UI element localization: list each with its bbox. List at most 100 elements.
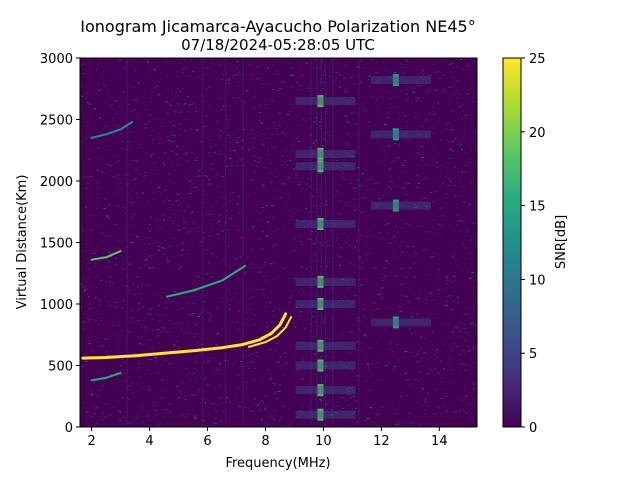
noise-pixel	[230, 217, 233, 219]
noise-pixel	[424, 177, 428, 179]
noise-pixel	[224, 401, 227, 403]
noise-pixel	[458, 181, 461, 183]
noise-pixel	[123, 68, 125, 70]
noise-pixel	[452, 418, 454, 419]
noise-pixel	[239, 347, 242, 348]
noise-pixel	[88, 159, 91, 160]
x-tick-label: 2	[87, 434, 95, 449]
noise-pixel	[215, 121, 219, 123]
noise-pixel	[99, 372, 103, 373]
noise-pixel	[158, 373, 160, 375]
noise-pixel	[347, 394, 351, 395]
noise-pixel	[262, 231, 264, 233]
echo-trace	[90, 371, 122, 382]
noise-pixel	[398, 245, 402, 247]
noise-pixel	[163, 327, 166, 329]
noise-pixel	[167, 89, 169, 91]
noise-pixel	[169, 104, 173, 106]
noise-pixel	[134, 359, 136, 361]
noise-pixel	[335, 346, 339, 348]
noise-pixel	[446, 139, 448, 141]
noise-pixel	[471, 101, 474, 103]
noise-pixel	[390, 176, 392, 178]
noise-pixel	[144, 174, 147, 176]
noise-pixel	[171, 135, 175, 137]
noise-pixel	[166, 257, 169, 259]
noise-pixel	[89, 308, 93, 310]
noise-pixel	[449, 149, 453, 151]
noise-pixel	[210, 146, 213, 148]
noise-pixel	[177, 164, 179, 166]
noise-pixel	[301, 291, 304, 293]
noise-pixel	[154, 396, 156, 398]
noise-pixel	[152, 142, 154, 144]
noise-pixel	[116, 372, 120, 374]
noise-pixel	[188, 373, 190, 375]
noise-pixel	[388, 283, 390, 285]
noise-pixel	[236, 293, 239, 295]
noise-pixel	[209, 296, 212, 298]
noise-pixel	[264, 406, 267, 408]
noise-pixel	[325, 204, 329, 206]
noise-pixel	[360, 211, 364, 213]
noise-pixel	[206, 249, 209, 251]
noise-pixel	[192, 302, 196, 304]
noise-pixel	[267, 67, 270, 69]
noise-pixel	[241, 140, 244, 142]
noise-pixel	[455, 264, 459, 266]
noise-pixel	[416, 174, 419, 176]
noise-pixel	[419, 415, 422, 417]
noise-pixel	[192, 313, 196, 315]
noise-pixel	[262, 184, 265, 186]
noise-pixel	[99, 280, 103, 282]
x-tick-label: 8	[261, 434, 269, 449]
noise-pixel	[131, 343, 134, 345]
noise-pixel	[348, 295, 351, 297]
noise-pixel	[356, 66, 360, 68]
noise-pixel	[151, 254, 154, 256]
noise-pixel	[197, 226, 201, 228]
noise-pixel	[191, 242, 193, 244]
noise-pixel	[380, 379, 382, 381]
noise-pixel	[267, 221, 270, 223]
noise-pixel	[94, 297, 97, 299]
noise-pixel	[442, 187, 444, 189]
noise-pixel	[316, 393, 318, 395]
noise-pixel	[454, 326, 458, 328]
noise-pixel	[306, 268, 308, 270]
noise-pixel	[330, 229, 333, 231]
noise-pixel	[297, 124, 300, 126]
noise-pixel	[248, 268, 251, 270]
noise-pixel	[434, 71, 437, 73]
noise-pixel	[348, 391, 351, 392]
noise-pixel	[212, 215, 215, 217]
noise-pixel	[371, 301, 373, 303]
noise-pixel	[264, 167, 266, 168]
noise-pixel	[419, 146, 423, 147]
noise-pixel	[152, 68, 156, 70]
noise-pixel	[307, 313, 309, 315]
noise-pixel	[340, 365, 344, 367]
noise-pixel	[222, 74, 224, 76]
noise-pixel	[199, 375, 201, 377]
noise-pixel	[190, 103, 194, 105]
noise-pixel	[285, 311, 288, 313]
interference-streak	[224, 58, 227, 427]
noise-pixel	[268, 138, 271, 139]
noise-pixel	[134, 178, 137, 180]
noise-pixel	[195, 308, 198, 310]
noise-pixel	[276, 73, 279, 75]
noise-pixel	[221, 386, 223, 388]
noise-pixel	[392, 350, 394, 352]
noise-pixel	[84, 141, 86, 143]
noise-pixel	[225, 156, 228, 158]
noise-pixel	[219, 98, 222, 100]
noise-pixel	[331, 223, 334, 225]
noise-pixel	[348, 152, 351, 154]
noise-pixel	[210, 245, 213, 247]
noise-pixel	[208, 179, 211, 181]
noise-pixel	[371, 189, 373, 191]
noise-pixel	[92, 255, 95, 257]
noise-pixel	[103, 71, 106, 73]
noise-pixel	[152, 267, 156, 269]
